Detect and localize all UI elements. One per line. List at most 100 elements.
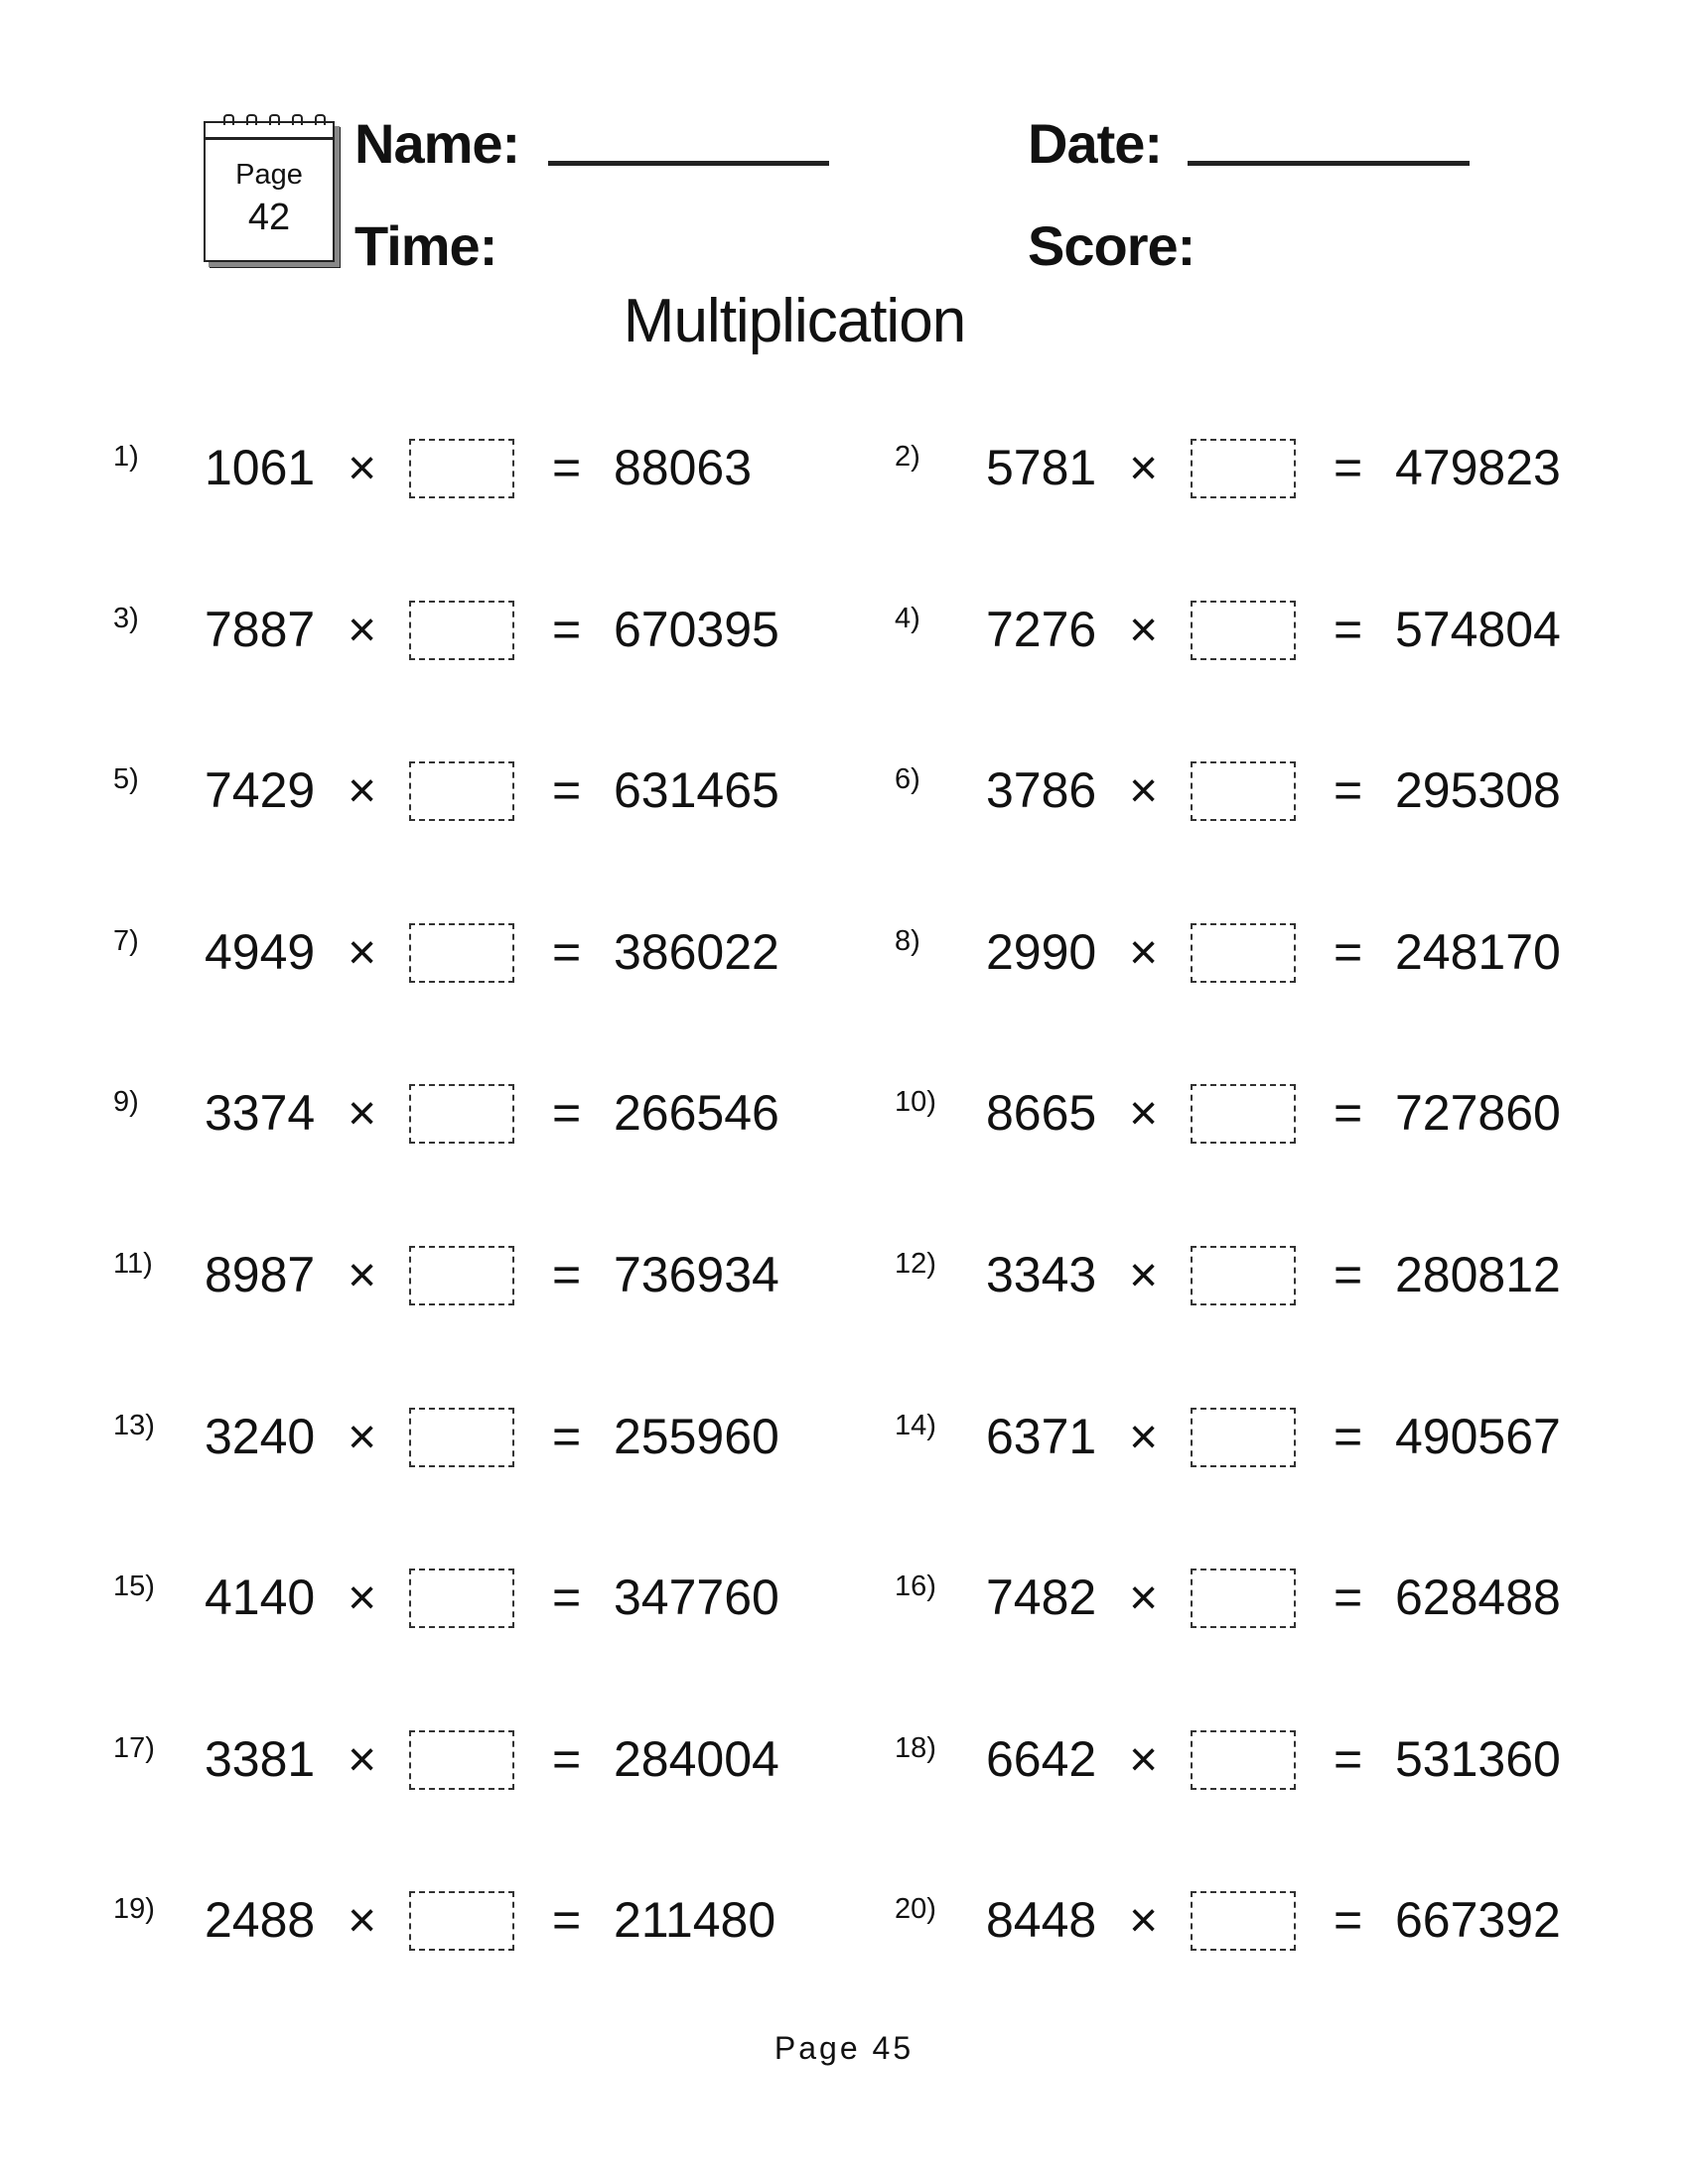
- equals-sign: =: [1334, 1570, 1363, 1626]
- equals-sign: =: [1334, 1085, 1363, 1142]
- problem-number: 1): [113, 441, 139, 473]
- equals-sign: =: [552, 1570, 582, 1626]
- equals-sign: =: [552, 1247, 582, 1302]
- times-sign: ×: [1129, 762, 1159, 819]
- equals-sign: =: [552, 1085, 582, 1142]
- times-sign: ×: [1129, 1892, 1159, 1949]
- times-sign: ×: [1129, 1730, 1159, 1787]
- product: 386022: [614, 923, 779, 980]
- product: 531360: [1395, 1730, 1561, 1787]
- problem-number: 13): [113, 1409, 155, 1441]
- answer-box[interactable]: [409, 1891, 514, 1952]
- equals-sign: =: [552, 762, 582, 819]
- multiplicand: 8665: [986, 1085, 1097, 1142]
- times-sign: ×: [348, 1085, 377, 1142]
- problem-number: 6): [895, 763, 920, 796]
- answer-box[interactable]: [409, 600, 514, 660]
- multiplicand: 3374: [205, 1085, 316, 1142]
- times-sign: ×: [348, 1247, 377, 1302]
- multiplicand: 3381: [205, 1730, 316, 1787]
- product: 88063: [614, 440, 753, 495]
- equals-sign: =: [1334, 1247, 1363, 1302]
- problem-number: 5): [113, 763, 139, 796]
- problem-number: 10): [895, 1086, 936, 1119]
- product: 255960: [614, 1408, 779, 1464]
- product: 266546: [614, 1085, 779, 1142]
- answer-box[interactable]: [1191, 1246, 1296, 1305]
- problem-number: 15): [113, 1570, 155, 1603]
- problem-number: 12): [895, 1248, 936, 1280]
- multiplicand: 7276: [986, 601, 1097, 657]
- answer-box[interactable]: [1191, 922, 1296, 983]
- score-label: Score:: [1028, 214, 1196, 277]
- times-sign: ×: [348, 1892, 377, 1949]
- equals-sign: =: [552, 923, 582, 980]
- product: 670395: [614, 601, 779, 657]
- answer-box[interactable]: [1191, 1084, 1296, 1145]
- times-sign: ×: [1129, 923, 1159, 980]
- problem-number: 7): [113, 924, 139, 957]
- equals-sign: =: [1334, 440, 1363, 495]
- date-line[interactable]: [1188, 161, 1470, 166]
- times-sign: ×: [348, 601, 377, 657]
- times-sign: ×: [1129, 1408, 1159, 1464]
- problem-number: 17): [113, 1731, 155, 1764]
- problem-number: 4): [895, 602, 920, 634]
- answer-box[interactable]: [409, 1246, 514, 1305]
- times-sign: ×: [1129, 1247, 1159, 1302]
- product: 479823: [1395, 440, 1561, 495]
- product: 727860: [1395, 1085, 1561, 1142]
- answer-box[interactable]: [1191, 1729, 1296, 1790]
- times-sign: ×: [1129, 1085, 1159, 1142]
- times-sign: ×: [348, 1730, 377, 1787]
- multiplicand: 7887: [205, 601, 316, 657]
- multiplicand: 3343: [986, 1247, 1097, 1302]
- date-label: Date:: [1028, 112, 1163, 175]
- equals-sign: =: [552, 1730, 582, 1787]
- problem-number: 9): [113, 1086, 139, 1119]
- answer-box[interactable]: [409, 1084, 514, 1145]
- product: 280812: [1395, 1247, 1561, 1302]
- product: 628488: [1395, 1570, 1561, 1626]
- equals-sign: =: [552, 601, 582, 657]
- equals-sign: =: [1334, 762, 1363, 819]
- times-sign: ×: [1129, 601, 1159, 657]
- equals-sign: =: [1334, 1408, 1363, 1464]
- equals-sign: =: [1334, 923, 1363, 980]
- answer-box[interactable]: [409, 761, 514, 822]
- problem-number: 8): [895, 924, 920, 957]
- multiplicand: 5781: [986, 440, 1097, 495]
- multiplicand: 6371: [986, 1408, 1097, 1464]
- multiplicand: 1061: [205, 440, 316, 495]
- times-sign: ×: [348, 1408, 377, 1464]
- name-line[interactable]: [548, 161, 829, 166]
- product: 667392: [1395, 1892, 1561, 1949]
- problem-number: 11): [113, 1248, 153, 1280]
- time-label: Time:: [354, 214, 497, 277]
- multiplicand: 6642: [986, 1730, 1097, 1787]
- problem-number: 14): [895, 1409, 936, 1441]
- answer-box[interactable]: [409, 1569, 514, 1629]
- problem-number: 3): [113, 602, 139, 634]
- answer-box[interactable]: [1191, 1891, 1296, 1952]
- answer-box[interactable]: [409, 922, 514, 983]
- answer-box[interactable]: [409, 1407, 514, 1467]
- multiplicand: 8987: [205, 1247, 316, 1302]
- equals-sign: =: [552, 1892, 582, 1949]
- answer-box[interactable]: [1191, 1407, 1296, 1467]
- answer-box[interactable]: [1191, 439, 1296, 498]
- times-sign: ×: [348, 762, 377, 819]
- answer-box[interactable]: [1191, 1569, 1296, 1629]
- answer-box[interactable]: [409, 1729, 514, 1790]
- equals-sign: =: [1334, 601, 1363, 657]
- page-badge-label: Page: [235, 159, 303, 191]
- multiplicand: 2488: [205, 1892, 316, 1949]
- multiplicand: 7482: [986, 1570, 1097, 1626]
- multiplicand: 4949: [205, 923, 316, 980]
- times-sign: ×: [1129, 440, 1159, 495]
- answer-box[interactable]: [1191, 600, 1296, 660]
- answer-box[interactable]: [409, 439, 514, 498]
- answer-box[interactable]: [1191, 761, 1296, 822]
- product: 490567: [1395, 1408, 1561, 1464]
- product: 211480: [614, 1892, 776, 1949]
